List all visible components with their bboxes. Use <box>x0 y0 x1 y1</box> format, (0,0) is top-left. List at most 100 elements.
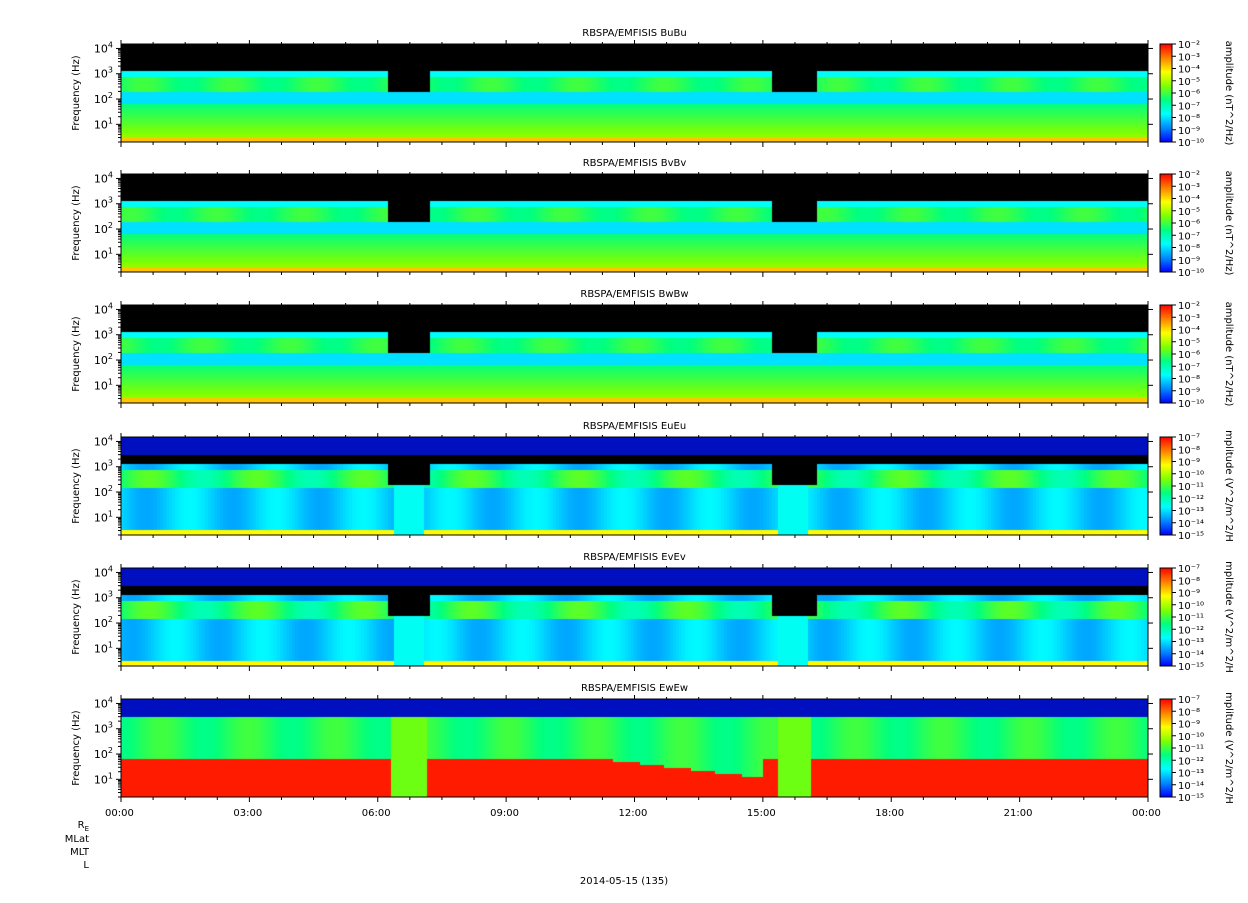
y-tick-label: 103 <box>94 196 113 211</box>
colorbar-tick-label: 10⁻⁹ <box>1178 458 1200 469</box>
colorbar-tick-label: 10⁻¹¹ <box>1178 744 1204 755</box>
colorbar-tick-label: 10⁻² <box>1178 301 1200 312</box>
colorbar-tick-label: 10⁻⁸ <box>1178 244 1200 255</box>
panel-title: RBSPA/EMFISIS EvEv <box>583 552 686 563</box>
colorbar <box>1159 698 1173 798</box>
colorbar-tick-label: 10⁻¹¹ <box>1178 482 1204 493</box>
panel-title: RBSPA/EMFISIS EwEw <box>581 683 688 694</box>
x-tick-label: 18:00 <box>875 808 905 819</box>
colorbar-tick-label: 10⁻³ <box>1178 182 1200 193</box>
y-tick-label: 104 <box>94 40 113 55</box>
colorbar-tick-label: 10⁻¹³ <box>1178 507 1204 518</box>
y-tick-label: 103 <box>94 721 113 736</box>
y-tick-label: 102 <box>94 484 113 499</box>
panel-title: RBSPA/EMFISIS BwBw <box>580 289 688 300</box>
colorbar-tick-label: 10⁻¹⁴ <box>1178 519 1204 530</box>
row-label-mlt: MLT <box>70 847 89 858</box>
y-tick-label: 102 <box>94 746 113 761</box>
y-tick-label: 103 <box>94 327 113 342</box>
y-tick-label: 101 <box>94 377 113 392</box>
y-tick-label: 104 <box>94 301 113 316</box>
y-tick-label: 104 <box>94 564 113 579</box>
spectrogram-image <box>121 568 1148 666</box>
date-label: 2014-05-15 (135) <box>579 876 669 887</box>
colorbar-tick-label: 10⁻⁸ <box>1178 375 1200 386</box>
colorbar-tick-label: 10⁻² <box>1178 170 1200 181</box>
colorbar-tick-label: 10⁻⁸ <box>1178 576 1200 587</box>
colorbar-tick-label: 10⁻¹¹ <box>1178 613 1204 624</box>
colorbar-tick-label: 10⁻¹⁰ <box>1178 399 1204 410</box>
colorbar-tick-label: 10⁻¹⁴ <box>1178 781 1204 792</box>
spectrogram-image <box>121 44 1148 142</box>
colorbar <box>1159 567 1173 667</box>
colorbar-tick-label: 10⁻¹⁰ <box>1178 732 1204 743</box>
colorbar-tick-label: 10⁻⁷ <box>1178 101 1200 112</box>
colorbar-tick-label: 10⁻¹⁴ <box>1178 650 1204 661</box>
x-tick-label: 12:00 <box>618 808 648 819</box>
colorbar-tick-label: 10⁻⁷ <box>1178 433 1200 444</box>
colorbar-label: amplitude (nT^2/Hz) <box>1223 41 1234 146</box>
spectrogram-image <box>121 305 1148 403</box>
colorbar-tick-label: 10⁻¹⁵ <box>1178 793 1204 804</box>
panel-title: RBSPA/EMFISIS BuBu <box>582 28 686 39</box>
panel-title: RBSPA/EMFISIS EuEu <box>583 421 686 432</box>
colorbar <box>1159 436 1173 536</box>
y-tick-label: 104 <box>94 433 113 448</box>
colorbar-tick-label: 10⁻¹² <box>1178 494 1204 505</box>
y-tick-label: 101 <box>94 116 113 131</box>
colorbar-tick-label: 10⁻⁸ <box>1178 707 1200 718</box>
colorbar <box>1159 304 1173 404</box>
colorbar <box>1159 43 1173 143</box>
colorbar-tick-label: 10⁻⁶ <box>1178 89 1200 100</box>
panel-title: RBSPA/EMFISIS BvBv <box>583 158 687 169</box>
row-label-l: L <box>83 860 89 871</box>
colorbar-tick-label: 10⁻⁴ <box>1178 195 1200 206</box>
spectrogram-image <box>121 437 1148 535</box>
y-tick-label: 103 <box>94 459 113 474</box>
colorbar-tick-label: 10⁻³ <box>1178 313 1200 324</box>
colorbar-tick-label: 10⁻⁹ <box>1178 256 1200 267</box>
colorbar-tick-label: 10⁻⁹ <box>1178 387 1200 398</box>
colorbar-tick-label: 10⁻⁹ <box>1178 589 1200 600</box>
colorbar-tick-label: 10⁻¹⁰ <box>1178 601 1204 612</box>
colorbar-tick-label: 10⁻¹⁰ <box>1178 268 1204 279</box>
y-axis-label: Frequency (Hz) <box>71 185 82 261</box>
colorbar <box>1159 173 1173 273</box>
colorbar-label: mplitude (V^2/m^2/H <box>1223 430 1234 542</box>
colorbar-tick-label: 10⁻⁷ <box>1178 231 1200 242</box>
x-tick-label: 09:00 <box>490 808 519 819</box>
colorbar-tick-label: 10⁻⁴ <box>1178 326 1200 337</box>
colorbar-tick-label: 10⁻¹⁵ <box>1178 531 1204 542</box>
y-tick-label: 103 <box>94 66 113 81</box>
colorbar-tick-label: 10⁻¹² <box>1178 756 1204 767</box>
y-tick-label: 101 <box>94 771 113 786</box>
spectrogram-image <box>121 174 1148 272</box>
y-axis-label: Frequency (Hz) <box>71 55 82 131</box>
row-label-re-subscript: E <box>84 825 89 833</box>
y-tick-label: 103 <box>94 590 113 605</box>
spectrogram-panel: RBSPA/EMFISIS EuEu 101 102 103 104 Frequency … <box>71 421 1234 542</box>
colorbar-label: amplitude (nT^2/Hz) <box>1223 302 1234 407</box>
colorbar-tick-label: 10⁻¹⁰ <box>1178 138 1204 149</box>
y-tick-label: 101 <box>94 246 113 261</box>
y-axis-label: Frequency (Hz) <box>71 316 82 392</box>
x-tick-label: 15:00 <box>746 808 776 819</box>
y-axis-label: Frequency (Hz) <box>71 448 82 524</box>
spectrogram-panel: RBSPA/EMFISIS EwEw 101 102 103 104 Frequency … <box>71 683 1234 804</box>
x-tick-label: 21:00 <box>1003 808 1033 819</box>
colorbar-tick-label: 10⁻³ <box>1178 52 1200 63</box>
spectrogram-panel: RBSPA/EMFISIS BwBw 101 102 103 104 Frequency … <box>71 289 1234 410</box>
y-tick-label: 104 <box>94 170 113 185</box>
colorbar-tick-label: 10⁻¹² <box>1178 625 1204 636</box>
spectrogram-image <box>121 699 1148 797</box>
x-tick-label: 06:00 <box>361 808 391 819</box>
colorbar-tick-label: 10⁻⁷ <box>1178 564 1200 575</box>
colorbar-label: mplitude (V^2/m^2/H <box>1223 692 1234 804</box>
colorbar-label: mplitude (V^2/m^2/H <box>1223 561 1234 673</box>
colorbar-tick-label: 10⁻² <box>1178 40 1200 51</box>
colorbar-tick-label: 10⁻⁴ <box>1178 65 1200 76</box>
y-tick-label: 104 <box>94 695 113 710</box>
x-tick-label: 00:00 <box>105 808 134 819</box>
